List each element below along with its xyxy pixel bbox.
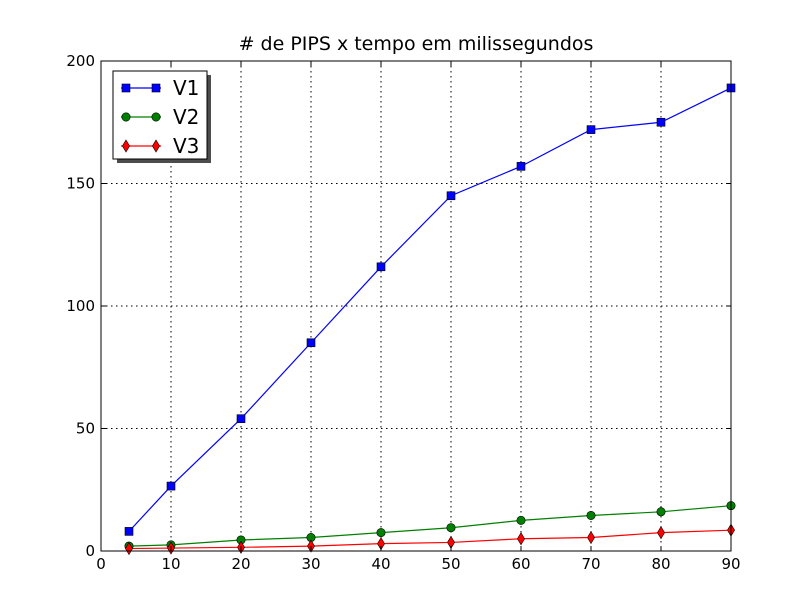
x-tick-label: 50 xyxy=(441,555,460,573)
y-tick-label: 150 xyxy=(66,175,95,193)
legend-label-v2: V2 xyxy=(173,105,199,129)
legend-label-v1: V1 xyxy=(173,76,199,100)
data-point-v2 xyxy=(376,528,386,538)
data-point-v3 xyxy=(125,541,133,556)
data-point-v1 xyxy=(124,527,134,536)
legend-marker-v1 xyxy=(121,83,131,93)
data-point-v2 xyxy=(586,510,596,520)
data-point-v2 xyxy=(446,523,456,533)
x-tick-label: 20 xyxy=(231,555,250,573)
y-tick-label: 50 xyxy=(76,420,95,438)
x-tick-label: 0 xyxy=(96,555,106,573)
legend-marker-v2 xyxy=(151,112,161,122)
x-tick-label: 70 xyxy=(581,555,600,573)
chart-title: # de PIPS x tempo em milissegundos xyxy=(239,33,594,55)
series-lines xyxy=(124,83,736,556)
data-point-v2 xyxy=(516,515,526,525)
x-tick-label: 30 xyxy=(301,555,320,573)
data-point-v1 xyxy=(376,262,386,272)
x-tick-label: 40 xyxy=(371,555,390,573)
data-point-v1 xyxy=(166,481,176,491)
x-tick-label: 60 xyxy=(511,555,530,573)
series-line-v3 xyxy=(128,529,732,550)
legend-marker-v3 xyxy=(152,139,160,153)
x-tick-label: 10 xyxy=(161,555,180,573)
axis-ticks: 0 10 20 30 40 50 60 70 80 90 0 50 100 150 200 xyxy=(66,52,740,573)
data-point-v3 xyxy=(657,526,665,540)
x-tick-label: 90 xyxy=(721,555,740,573)
data-point-v3 xyxy=(587,530,595,545)
legend-marker-v3 xyxy=(122,139,130,153)
legend-marker-v2 xyxy=(121,112,131,122)
legend-marker-v1 xyxy=(151,83,161,93)
series-line-v1 xyxy=(128,87,732,532)
data-point-v1 xyxy=(586,125,596,134)
series-line-v2 xyxy=(128,505,732,547)
legend: V1 V2 V3 xyxy=(112,70,211,163)
legend-label-v3: V3 xyxy=(173,134,199,158)
data-point-v1 xyxy=(446,191,456,201)
y-tick-label: 100 xyxy=(66,297,95,315)
x-tick-label: 80 xyxy=(651,555,670,573)
data-point-v1 xyxy=(516,162,526,171)
y-tick-label: 0 xyxy=(85,542,95,560)
data-point-v3 xyxy=(517,532,525,546)
y-tick-label: 200 xyxy=(66,52,95,70)
data-point-v1 xyxy=(236,414,246,424)
data-point-v1 xyxy=(306,338,316,348)
grid-lines xyxy=(101,61,731,551)
data-point-v2 xyxy=(656,507,666,517)
data-point-v1 xyxy=(656,117,666,127)
